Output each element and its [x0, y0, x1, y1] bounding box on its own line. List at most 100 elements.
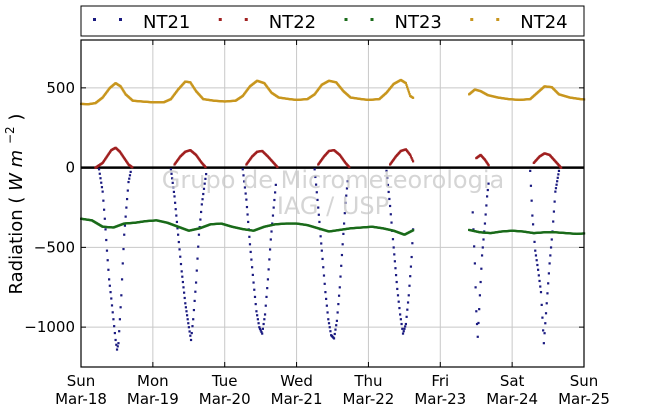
series-point: [113, 331, 116, 335]
series-nt21: [97, 168, 561, 351]
series-point: [386, 176, 389, 180]
series-point: [560, 166, 563, 169]
series-point: [200, 210, 203, 214]
y-axis-label: Radiation: [6, 209, 27, 294]
series-point: [547, 272, 550, 275]
series-point: [190, 331, 193, 335]
series-point: [107, 268, 110, 271]
series-point: [120, 278, 124, 281]
series-point: [336, 311, 339, 314]
series-point: [537, 268, 540, 271]
series-point: [557, 169, 561, 172]
legend-item-nt22: NT22: [218, 12, 316, 33]
legend-label: NT22: [269, 12, 316, 33]
series-point: [552, 210, 556, 213]
series-point: [323, 282, 326, 285]
series-point: [247, 220, 250, 224]
series-point: [129, 170, 132, 173]
series-point: [191, 325, 194, 328]
series-point: [120, 294, 123, 297]
series-point: [115, 343, 118, 346]
series-point: [248, 235, 251, 238]
series-point: [549, 246, 553, 249]
series-point: [115, 348, 119, 351]
series-point: [542, 329, 545, 332]
series-point: [534, 254, 538, 257]
series-point: [539, 291, 543, 294]
series-point: [202, 192, 205, 196]
series-point: [474, 286, 477, 289]
series-point: [398, 306, 401, 310]
series-point: [343, 212, 346, 215]
series-point: [411, 96, 415, 99]
series-point: [478, 294, 482, 297]
series-point: [174, 201, 177, 204]
series-point: [397, 300, 400, 303]
series-point: [104, 228, 107, 231]
series-point: [268, 258, 271, 261]
series-point: [548, 262, 551, 265]
series-point: [545, 302, 548, 305]
series-point: [100, 186, 104, 189]
series-point: [410, 255, 413, 259]
series-point: [335, 324, 338, 327]
y-axis-unit-w: W: [6, 172, 27, 191]
series-point: [266, 278, 270, 281]
series-point: [475, 310, 478, 313]
series-point: [409, 155, 413, 158]
series-point: [243, 186, 247, 189]
x-tick-label-date: Mar-19: [127, 390, 179, 408]
series-point: [317, 213, 320, 216]
series-point: [334, 328, 337, 331]
series-point: [205, 172, 208, 176]
series-point: [320, 249, 323, 252]
series-point: [342, 232, 345, 236]
series-point: [108, 284, 111, 287]
series-point: [181, 275, 184, 278]
y-tick-label: −1000: [24, 318, 75, 336]
series-point: [556, 176, 559, 179]
y-axis-unit-m: m: [6, 150, 27, 168]
series-point: [244, 192, 247, 195]
series-point: [249, 250, 252, 254]
series-point: [408, 93, 411, 96]
series-point: [187, 326, 190, 329]
series-point: [123, 233, 126, 236]
y-axis-title: Radiation ( W m −2 ): [3, 114, 27, 295]
legend-item-nt24: NT24: [470, 12, 568, 33]
series-point: [172, 186, 175, 189]
series-point: [176, 227, 179, 230]
series-point: [271, 222, 274, 225]
series-point: [324, 291, 327, 294]
series-point: [339, 275, 342, 278]
series-point: [400, 322, 403, 326]
series-point: [256, 318, 259, 321]
series-point: [253, 288, 256, 291]
series-point: [118, 318, 122, 321]
series-point: [340, 253, 344, 257]
series-point: [394, 274, 398, 277]
x-tick-label-date: Mar-23: [414, 390, 466, 408]
plot-frame: [80, 39, 585, 368]
series-point: [325, 297, 328, 301]
series-point: [317, 206, 320, 209]
legend-marker: [244, 18, 248, 21]
series-point: [131, 166, 134, 169]
series-point: [550, 238, 553, 241]
series-point: [271, 214, 275, 217]
series-point: [125, 206, 128, 209]
series-point: [102, 199, 105, 202]
series-point: [530, 199, 533, 202]
series-point: [106, 259, 109, 262]
series-point: [192, 308, 196, 312]
series-point: [406, 308, 409, 311]
series-point: [406, 87, 409, 90]
series-point: [484, 213, 487, 216]
series-point: [110, 297, 113, 300]
series-point: [396, 294, 400, 297]
series-point: [252, 281, 255, 284]
series-point: [172, 190, 176, 194]
series-point: [320, 242, 323, 245]
series-point: [539, 285, 542, 288]
